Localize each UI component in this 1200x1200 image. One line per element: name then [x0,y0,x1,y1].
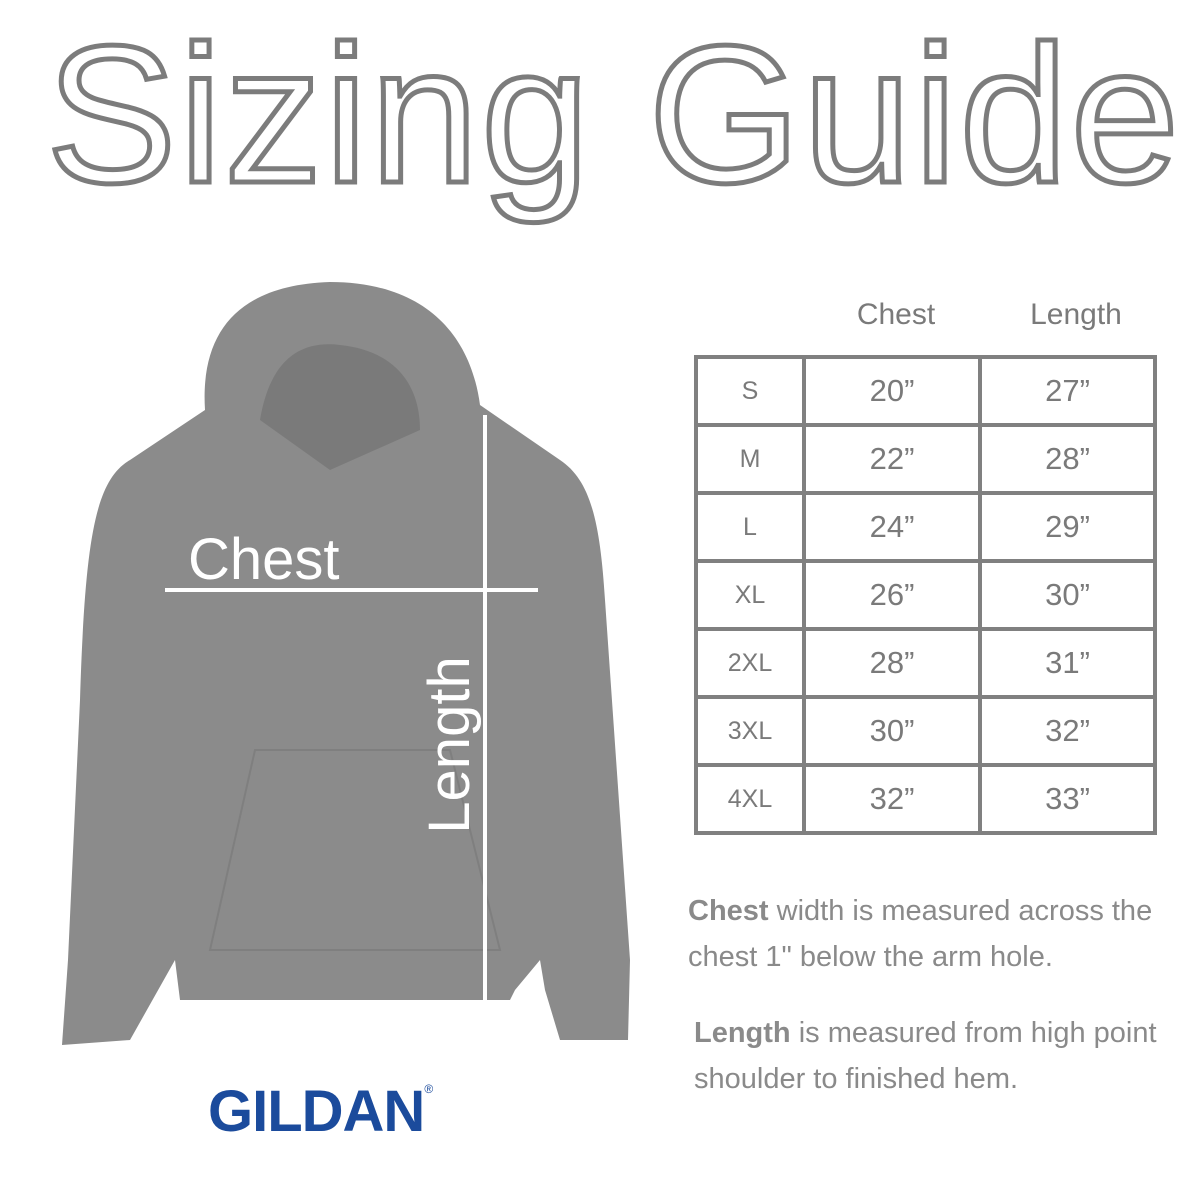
size-cell: M [694,423,806,495]
column-header-length: Length [1030,298,1122,331]
length-note: Length is measured from high point shoul… [694,1017,1157,1095]
size-cell: S [694,355,806,427]
size-cell: 3XL [694,695,806,767]
length-cell: 29” [978,491,1157,563]
length-label: Length [417,656,482,834]
chest-cell: 28” [802,627,982,699]
table-row: S 20” 27” [694,355,1157,427]
table-row: 2XL 28” 31” [694,627,1157,699]
table-row: L 24” 29” [694,491,1157,563]
chest-cell: 24” [802,491,982,563]
size-cell: 2XL [694,627,806,699]
length-cell: 32” [978,695,1157,767]
chest-cell: 20” [802,355,982,427]
chest-note: Chest width is measured across the chest… [688,895,1153,973]
length-cell: 27” [978,355,1157,427]
length-cell: 33” [978,763,1157,835]
hoodie-body [62,282,630,1045]
chest-cell: 22” [802,423,982,495]
size-cell: L [694,491,806,563]
chest-cell: 30” [802,695,982,767]
length-cell: 30” [978,559,1157,631]
length-cell: 31” [978,627,1157,699]
chest-cell: 32” [802,763,982,835]
gildan-logo: GILDAN® [208,1079,433,1144]
pocket [208,749,502,951]
hood-opening [260,344,420,470]
size-table: S 20” 27” M 22” 28” L 24” 29” XL 26” 30” 2XL 28” 31” 3X… [694,355,1157,835]
chest-label: Chest [188,527,340,592]
table-row: XL 26” 30” [694,559,1157,631]
page-title: Sizing Guide [43,3,1182,227]
size-cell: XL [694,559,806,631]
table-row: 3XL 30” 32” [694,695,1157,767]
table-row: 4XL 32” 33” [694,763,1157,835]
hoodie-image [62,282,630,1045]
column-header-chest: Chest [856,298,936,331]
table-row: M 22” 28” [694,423,1157,495]
size-cell: 4XL [694,763,806,835]
chest-cell: 26” [802,559,982,631]
length-cell: 28” [978,423,1157,495]
